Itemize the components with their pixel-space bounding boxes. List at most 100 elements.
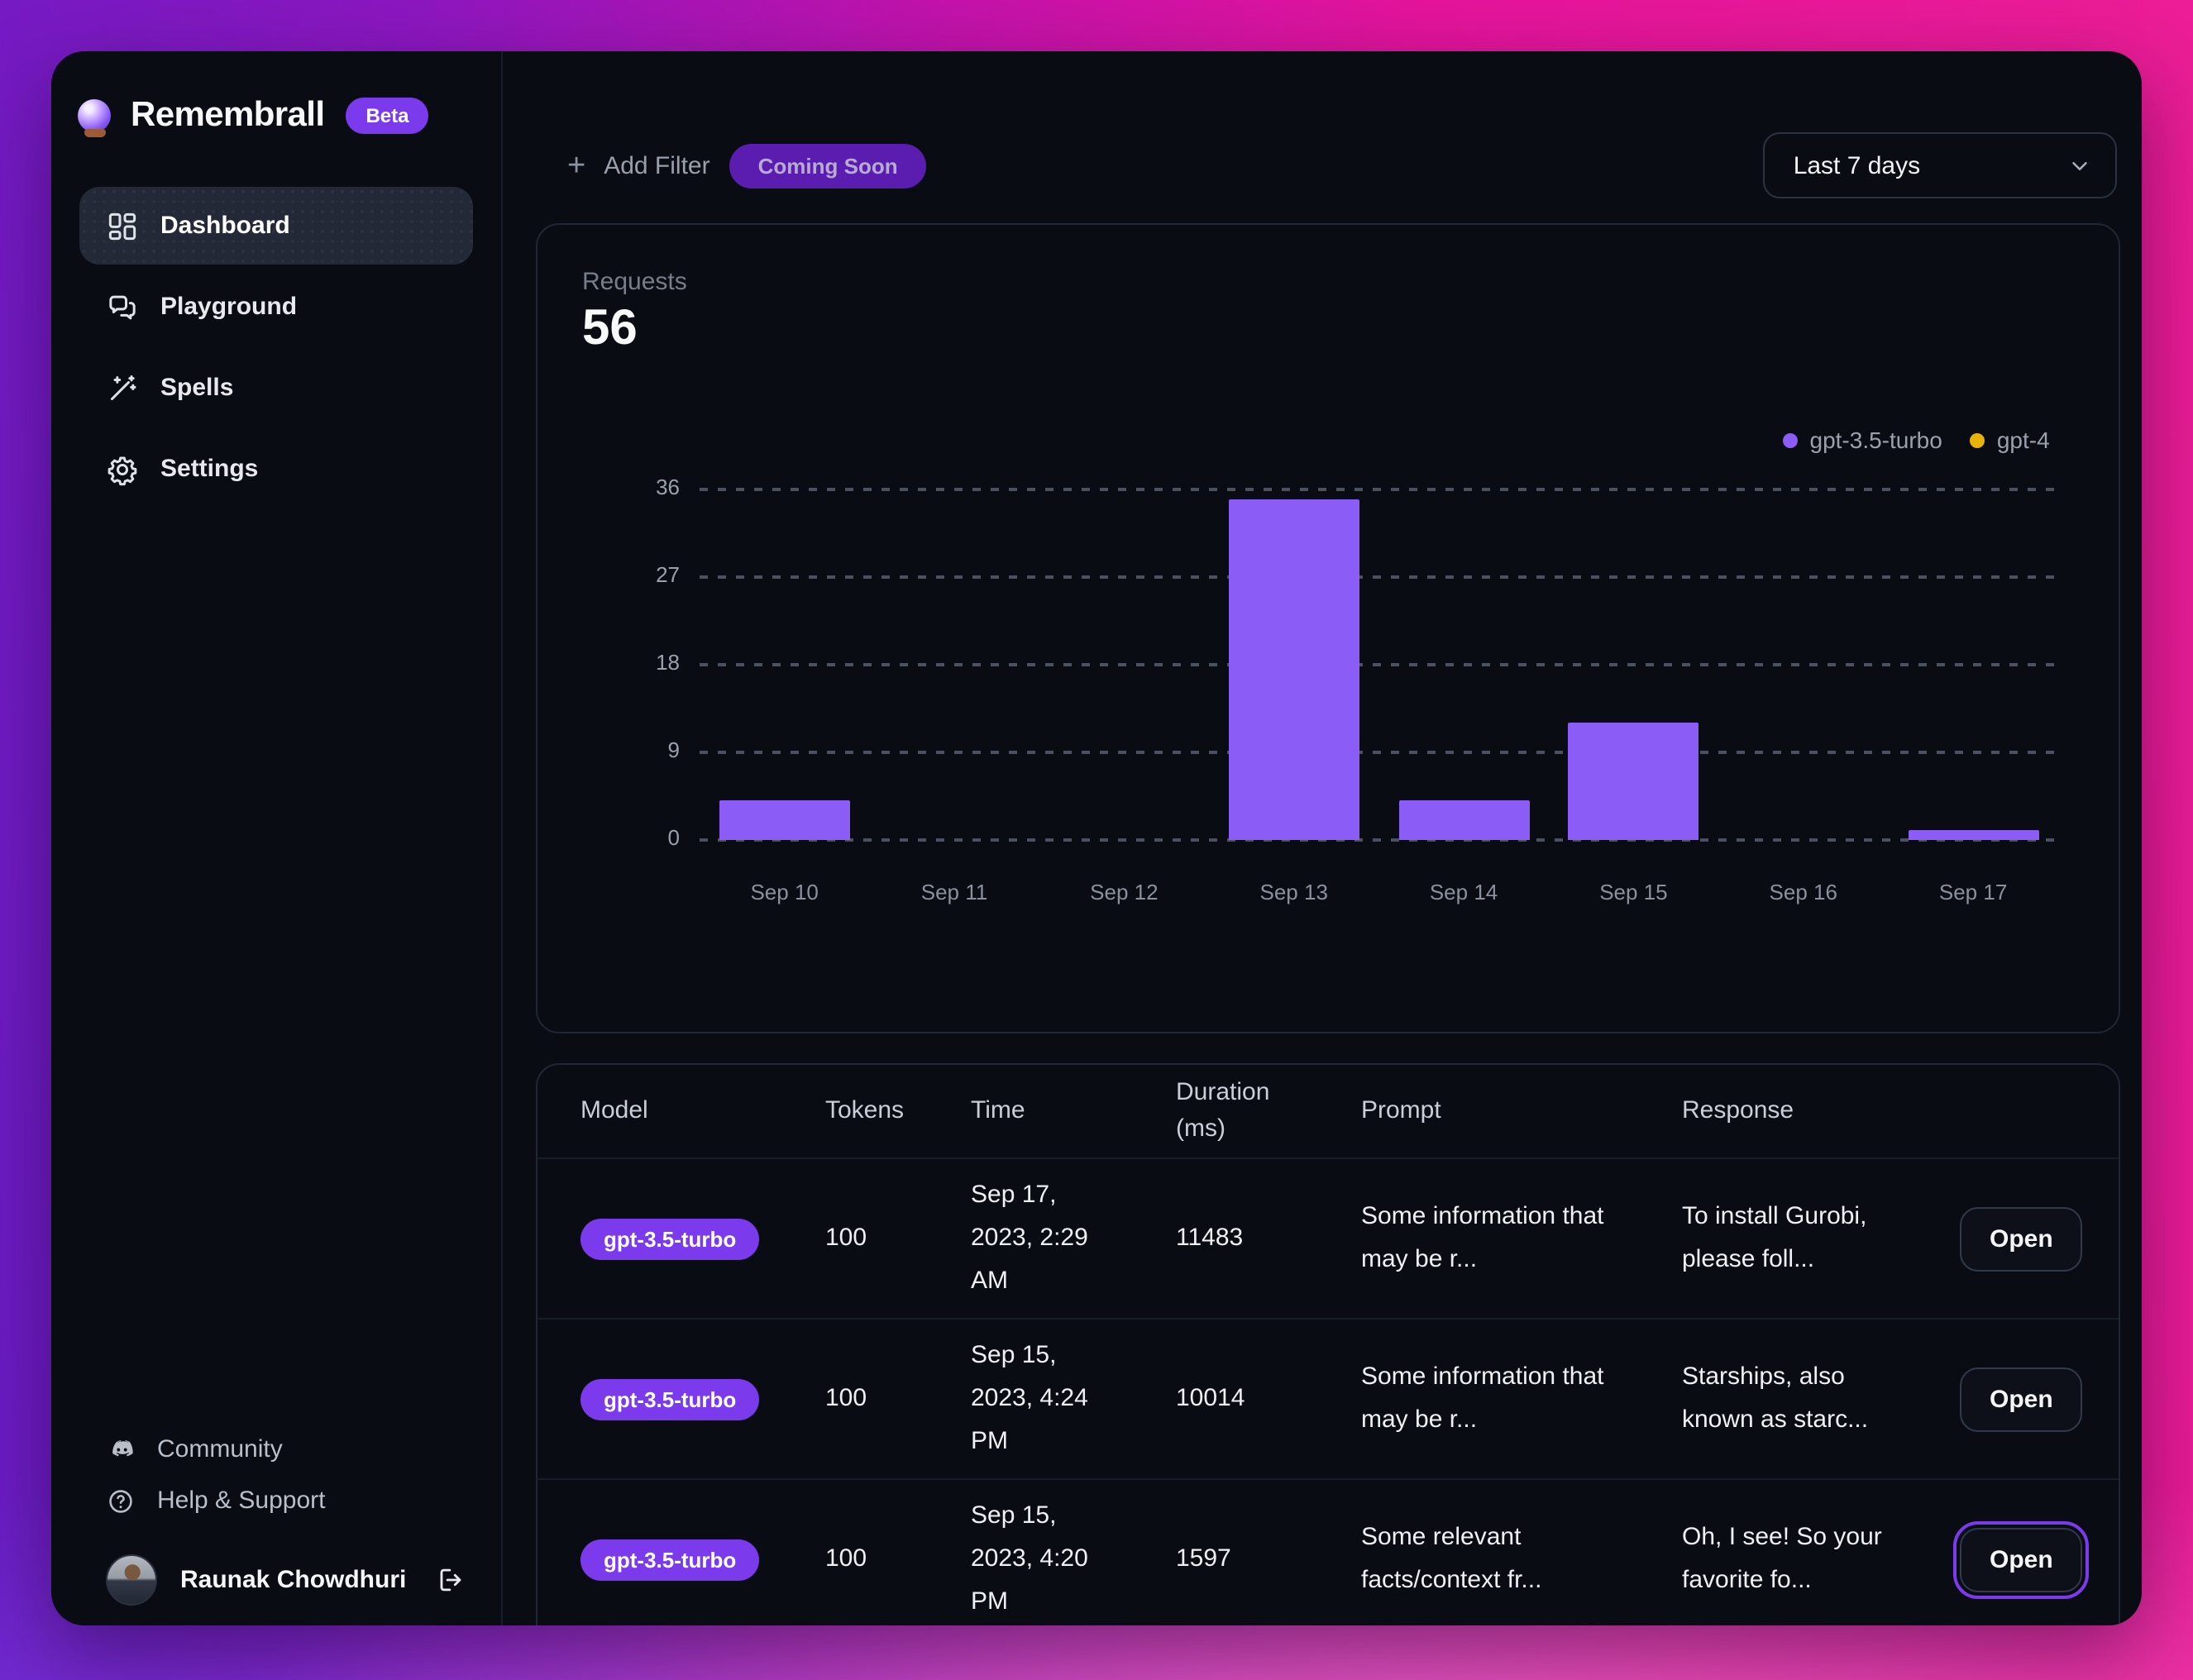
bar-slot-sep-17 — [1888, 489, 2057, 840]
sidebar-link-help-support[interactable]: Help & Support — [79, 1475, 473, 1526]
bar-slot-sep-11 — [869, 489, 1039, 840]
bar-slot-sep-14 — [1378, 489, 1548, 840]
main-content: + Add Filter Coming Soon Last 7 days Req… — [503, 51, 2142, 1625]
sidebar: Remembrall Beta Dashboard Playground Spell… — [51, 51, 503, 1625]
app-window: Remembrall Beta Dashboard Playground Spell… — [51, 51, 2142, 1625]
x-tick-label: Sep 15 — [1599, 880, 1668, 904]
column-header-response: Response — [1682, 1096, 1794, 1125]
bars-layer — [700, 489, 2058, 840]
prompt-cell: Some information that may be r... — [1361, 1202, 1604, 1273]
open-button[interactable]: Open — [1960, 1367, 2083, 1431]
column-header-model: Model — [580, 1096, 648, 1125]
duration-cell: 1597 — [1176, 1544, 1231, 1573]
sidebar-link-label: Community — [157, 1435, 283, 1463]
app-logo-row: Remembrall Beta — [51, 51, 501, 136]
tokens-cell: 100 — [825, 1224, 867, 1253]
gridline-0 — [700, 838, 2058, 842]
x-tick-label: Sep 13 — [1259, 880, 1328, 904]
y-tick-label: 0 — [667, 825, 680, 850]
bar-gpt-3.5-turbo — [1908, 830, 2039, 840]
plus-icon: + — [567, 148, 586, 183]
requests-chart-card: Requests 56 gpt-3.5-turbo gpt-4 36 27 18 9 0 … — [536, 223, 2121, 1033]
date-range-select[interactable]: Last 7 days — [1763, 132, 2118, 198]
logout-button[interactable] — [433, 1562, 470, 1598]
gridline-27 — [700, 575, 2058, 579]
x-tick-label: Sep 17 — [1938, 880, 2008, 904]
response-cell: To install Gurobi, please foll... — [1682, 1202, 1867, 1273]
gridline-36 — [700, 488, 2058, 491]
legend-label: gpt-3.5-turbo — [1809, 427, 1942, 453]
sidebar-item-spells[interactable]: Spells — [79, 349, 473, 427]
legend-label: gpt-4 — [1996, 427, 2050, 453]
bar-gpt-3.5-turbo — [1398, 800, 1530, 840]
x-axis-labels: Sep 10 Sep 11 Sep 12 Sep 13 Sep 14 Sep 15 Sep … — [700, 880, 2058, 904]
bar-gpt-3.5-turbo — [719, 800, 850, 840]
prompt-cell: Some relevant facts/context fr... — [1361, 1523, 1542, 1594]
sidebar-item-label: Settings — [160, 455, 259, 483]
legend-dot — [1783, 432, 1799, 447]
column-header-prompt: Prompt — [1361, 1096, 1441, 1125]
model-badge: gpt-3.5-turbo — [580, 1218, 760, 1259]
sidebar-bottom: Community Help & Support Raunak Chowdhuri — [51, 1424, 501, 1606]
crystal-ball-icon — [78, 98, 112, 136]
sidebar-link-label: Help & Support — [157, 1487, 326, 1515]
open-button[interactable]: Open — [1960, 1206, 2083, 1271]
y-tick-label: 36 — [656, 475, 680, 499]
table-row: gpt-3.5-turbo 100 Sep 15, 2023, 4:24 PM 100… — [538, 1320, 2119, 1480]
table-row: gpt-3.5-turbo 100 Sep 17, 2023, 2:29 AM 114… — [538, 1159, 2119, 1320]
date-range-value: Last 7 days — [1793, 151, 1921, 179]
bar-slot-sep-13 — [1209, 489, 1378, 840]
bar-gpt-3.5-turbo — [1568, 723, 1699, 840]
wand-icon — [111, 375, 136, 399]
model-badge: gpt-3.5-turbo — [580, 1539, 760, 1580]
sidebar-item-dashboard[interactable]: Dashboard — [79, 187, 473, 265]
sidebar-link-community[interactable]: Community — [79, 1424, 473, 1475]
sidebar-item-label: Spells — [160, 374, 234, 402]
chevron-down-icon — [2072, 161, 2088, 169]
avatar[interactable] — [106, 1554, 157, 1606]
legend-item-gpt-4: gpt-4 — [1970, 427, 2050, 453]
add-filter-label: Add Filter — [604, 151, 710, 179]
duration-cell: 11483 — [1176, 1224, 1244, 1253]
chat-icon — [109, 294, 136, 319]
user-name: Raunak Chowdhuri — [180, 1566, 407, 1594]
sidebar-item-label: Playground — [160, 293, 298, 321]
dashboard-icon — [108, 212, 136, 240]
metric-label: Requests — [582, 268, 687, 296]
bar-gpt-3.5-turbo — [1228, 499, 1359, 840]
bar-slot-sep-16 — [1718, 489, 1888, 840]
help-icon — [109, 1489, 132, 1512]
requests-table-card: Model Tokens Time Duration (ms) Prompt Respon… — [536, 1063, 2121, 1625]
time-cell: Sep 15, 2023, 4:24 PM — [971, 1341, 1088, 1455]
app-title: Remembrall — [131, 96, 325, 134]
open-button[interactable]: Open — [1952, 1520, 2090, 1598]
x-tick-label: Sep 16 — [1769, 880, 1837, 904]
column-header-duration: Duration (ms) — [1176, 1078, 1270, 1143]
logout-icon — [440, 1568, 461, 1592]
bar-slot-sep-15 — [1549, 489, 1718, 840]
table-header-row: Model Tokens Time Duration (ms) Prompt Respon… — [538, 1065, 2119, 1159]
coming-soon-badge: Coming Soon — [729, 143, 926, 188]
column-header-tokens: Tokens — [825, 1096, 905, 1125]
bar-slot-sep-12 — [1039, 489, 1209, 840]
x-tick-label: Sep 14 — [1429, 880, 1498, 904]
tokens-cell: 100 — [825, 1384, 867, 1413]
topbar: + Add Filter Coming Soon Last 7 days — [567, 132, 2118, 198]
time-cell: Sep 15, 2023, 4:20 PM — [971, 1501, 1088, 1616]
sidebar-item-playground[interactable]: Playground — [79, 268, 473, 346]
profile-row: Raunak Chowdhuri — [79, 1554, 473, 1606]
metric-value: 56 — [582, 301, 638, 356]
bar-chart-plot: 36 27 18 9 0 — [656, 475, 2058, 850]
add-filter-button[interactable]: + Add Filter — [567, 150, 710, 181]
prompt-cell: Some information that may be r... — [1361, 1363, 1604, 1434]
time-cell: Sep 17, 2023, 2:29 AM — [971, 1181, 1088, 1295]
sidebar-item-settings[interactable]: Settings — [79, 430, 473, 508]
column-header-time: Time — [971, 1096, 1025, 1125]
legend-dot — [1970, 432, 1985, 447]
sidebar-nav: Dashboard Playground Spells Settings — [51, 136, 501, 508]
response-cell: Oh, I see! So your favorite fo... — [1682, 1523, 1882, 1594]
response-cell: Starships, also known as starc... — [1682, 1363, 1869, 1434]
x-tick-label: Sep 11 — [920, 880, 988, 904]
bar-slot-sep-10 — [700, 489, 869, 840]
